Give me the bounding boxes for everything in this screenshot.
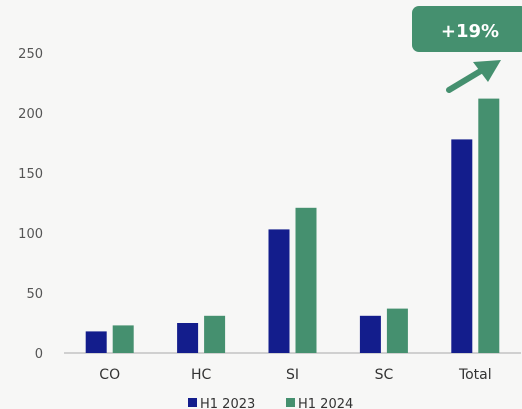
growth-callout: +19%	[412, 6, 522, 52]
y-tick-label: 100	[18, 227, 43, 242]
y-tick-label: 150	[18, 167, 43, 182]
bars-group	[85, 98, 500, 353]
bar-total-series-2	[478, 98, 500, 353]
bar-co-series-1	[85, 331, 107, 353]
x-axis-labels: CO HC SI SC Total	[99, 367, 491, 383]
bar-si-series-2	[295, 207, 317, 353]
bar-total-series-1	[451, 139, 473, 353]
bar-si-series-1	[268, 229, 290, 353]
bar-co-series-2	[112, 325, 134, 353]
y-tick-label: 0	[35, 347, 43, 362]
x-tick-label: CO	[99, 367, 120, 383]
x-tick-label: HC	[191, 367, 212, 383]
legend-swatch	[286, 398, 295, 407]
x-tick-label: Total	[458, 367, 492, 383]
arrow-up-right-icon	[446, 60, 501, 93]
bar-hc-series-1	[177, 323, 199, 353]
y-tick-label: 250	[18, 47, 43, 62]
legend-swatch	[188, 398, 197, 407]
growth-callout-box	[412, 6, 522, 52]
x-tick-label: SC	[375, 367, 394, 383]
y-tick-label: 50	[26, 287, 43, 302]
legend-label: H1 2024	[298, 397, 353, 409]
x-tick-label: SI	[286, 367, 299, 383]
bar-hc-series-2	[204, 315, 226, 353]
legend-label: H1 2023	[200, 397, 255, 409]
legend: H1 2023 H1 2024	[188, 397, 353, 409]
y-tick-label: 200	[18, 107, 43, 122]
bar-sc-series-1	[359, 315, 381, 353]
growth-callout-label: +19%	[441, 21, 499, 42]
bar-sc-series-2	[386, 308, 408, 353]
y-axis-ticks: 0 50 100 150 200 250	[18, 47, 43, 362]
